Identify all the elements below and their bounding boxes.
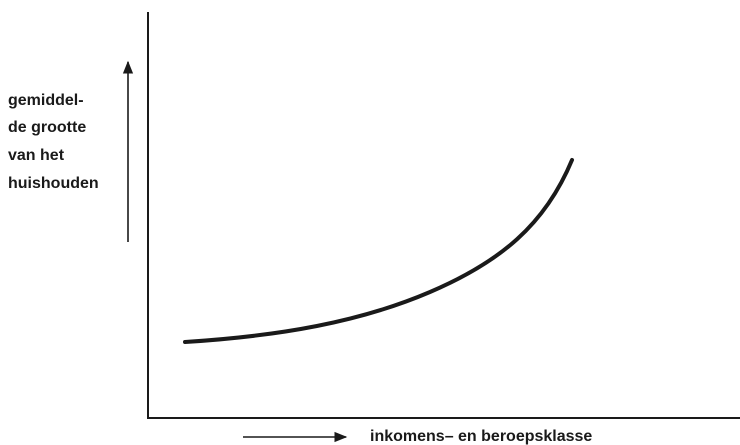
curve — [183, 158, 574, 344]
y-label-line: de grootte — [8, 119, 86, 136]
y-label-line: gemiddel- — [8, 92, 84, 109]
y-label-line: van het — [8, 147, 65, 164]
x-label: inkomens– en beroepsklasse — [370, 428, 592, 445]
y-label-line: huishouden — [8, 175, 99, 192]
